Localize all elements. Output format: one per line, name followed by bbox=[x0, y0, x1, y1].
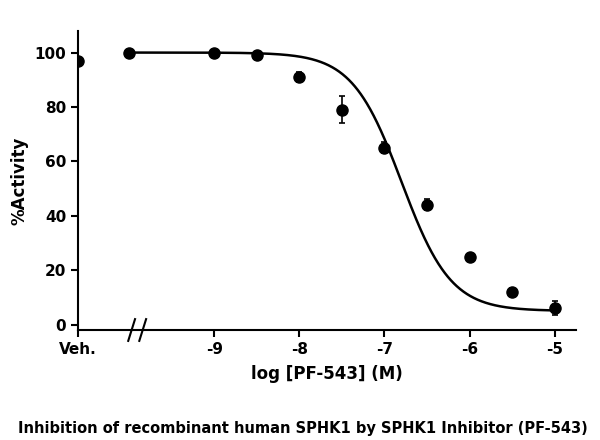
X-axis label: log [PF-543] (M): log [PF-543] (M) bbox=[251, 365, 403, 383]
Y-axis label: %Activity: %Activity bbox=[11, 136, 29, 224]
Text: Inhibition of recombinant human SPHK1 by SPHK1 Inhibitor (PF-543): Inhibition of recombinant human SPHK1 by… bbox=[18, 421, 588, 436]
